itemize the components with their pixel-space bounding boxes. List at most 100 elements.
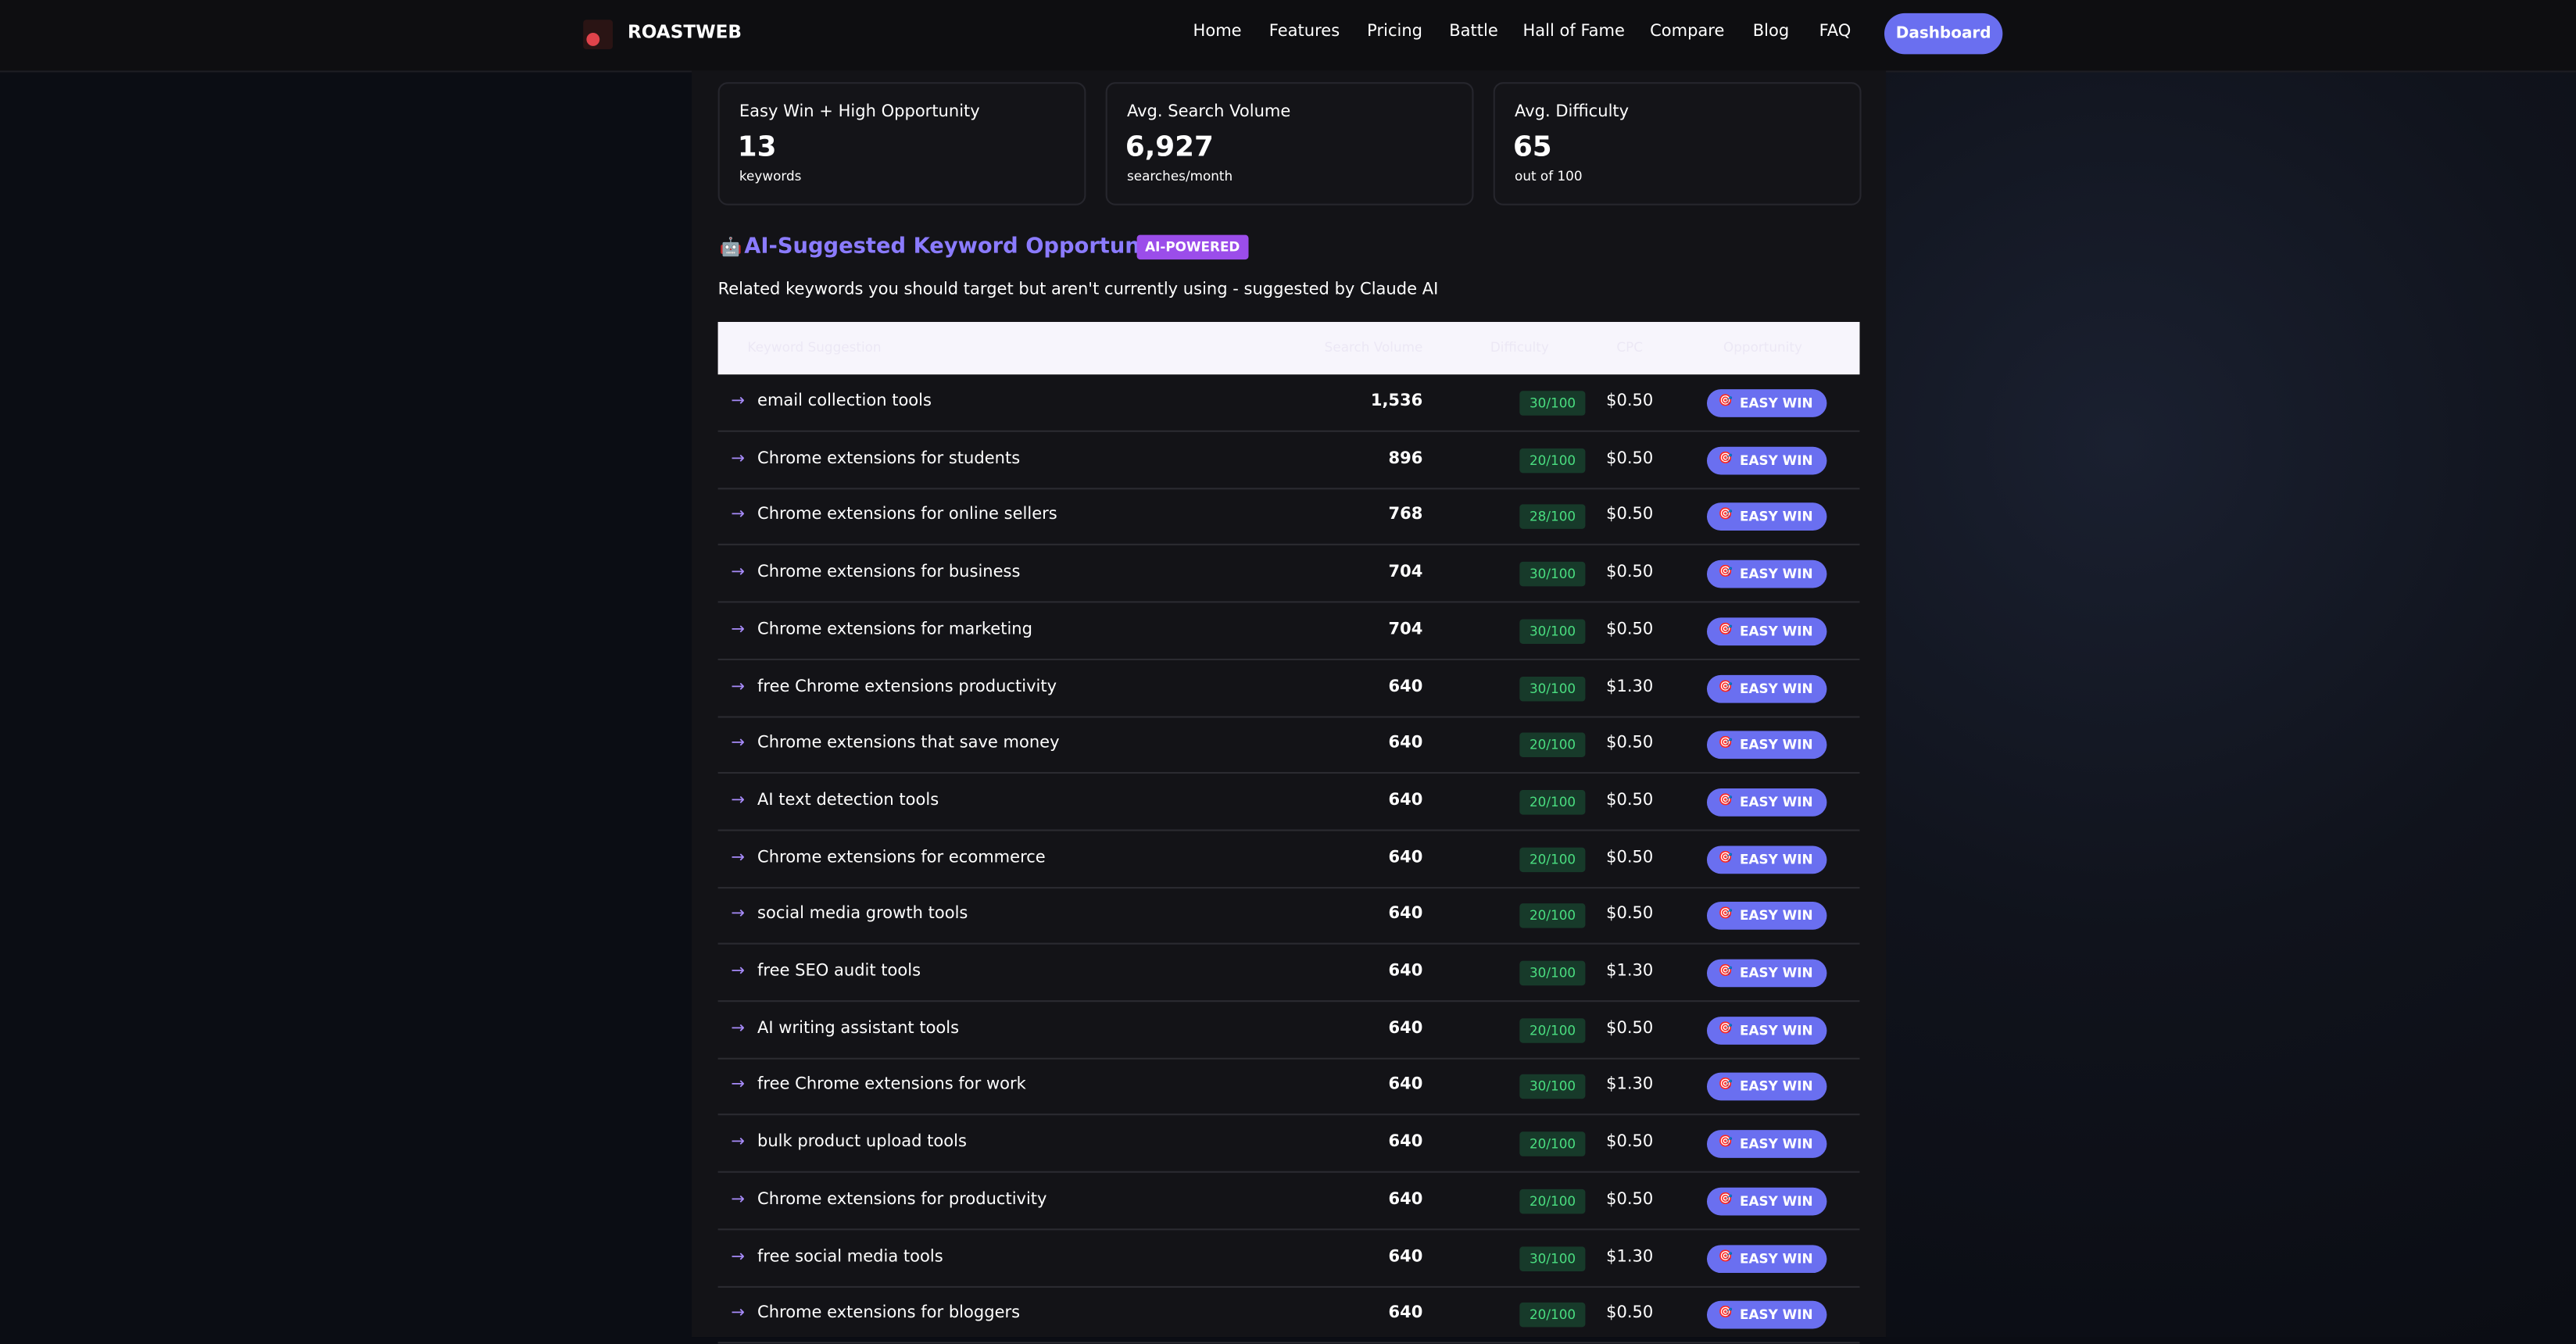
search-volume: 704 <box>1388 620 1423 639</box>
table-header <box>717 321 1860 375</box>
arrow-icon: → <box>731 1247 746 1266</box>
keyword: free social media tools <box>757 1247 943 1266</box>
column-header: Difficulty <box>1490 340 1549 356</box>
nav-link[interactable]: Blog <box>1752 23 1790 41</box>
stat-label: Avg. Search Volume <box>1126 103 1291 122</box>
cpc: $0.50 <box>1606 449 1654 468</box>
difficulty-pill: 20/100 <box>1519 846 1586 872</box>
arrow-icon: → <box>731 962 746 981</box>
nav-link[interactable]: Home <box>1193 23 1242 41</box>
difficulty-pill: 30/100 <box>1519 1246 1586 1271</box>
search-volume: 640 <box>1388 848 1423 867</box>
difficulty-pill: 30/100 <box>1519 675 1586 701</box>
table-row: → Chrome extensions for ecommerce 640 20/10… <box>717 831 1860 888</box>
search-volume: 640 <box>1388 962 1423 981</box>
table-row: → free Chrome extensions for work 640 30/10… <box>717 1059 1860 1117</box>
cpc: $1.30 <box>1606 1247 1654 1266</box>
logo[interactable] <box>580 18 616 51</box>
stat-value: 6,927 <box>1125 131 1214 165</box>
opportunity-badge: EASY WIN 🎯 <box>1706 674 1826 702</box>
keyword: Chrome extensions for students <box>757 449 1021 468</box>
stat-card: Avg. Difficulty 65 out of 100 <box>1493 82 1862 206</box>
nav-link[interactable]: FAQ <box>1819 23 1852 41</box>
search-volume: 640 <box>1388 1076 1423 1095</box>
keyword: free SEO audit tools <box>757 962 921 981</box>
brand[interactable]: ROASTWEB <box>627 21 742 43</box>
opportunity-badge: EASY WIN 🎯 <box>1706 1016 1826 1045</box>
cpc: $0.50 <box>1606 1133 1654 1152</box>
target-icon: 🎯 <box>1718 622 1733 636</box>
arrow-icon: → <box>731 734 746 753</box>
target-icon: 🎯 <box>1718 736 1733 749</box>
cpc: $0.50 <box>1606 506 1654 525</box>
search-volume: 640 <box>1388 1190 1423 1209</box>
difficulty-pill: 28/100 <box>1519 505 1586 530</box>
difficulty-pill: 20/100 <box>1519 1189 1586 1214</box>
keyword: Chrome extensions for bloggers <box>757 1304 1021 1323</box>
target-icon: 🎯 <box>1718 679 1733 692</box>
stat-card: Avg. Search Volume 6,927 searches/month <box>1105 82 1474 206</box>
arrow-icon: → <box>731 791 746 810</box>
nav-link[interactable]: Features <box>1268 23 1340 41</box>
cpc: $0.50 <box>1606 791 1654 810</box>
table-row: → Chrome extensions for bloggers 640 20/100… <box>717 1286 1860 1344</box>
navbar: ROASTWEB Dashboard Home Features Pricing Ba… <box>0 0 2576 73</box>
table-row: → AI text detection tools 640 20/100 $0.50 EA… <box>717 774 1860 831</box>
search-volume: 640 <box>1388 791 1423 810</box>
section-title: AI-Suggested Keyword Opportunities <box>744 234 1193 260</box>
target-icon: 🎯 <box>1718 963 1733 978</box>
stat-label: Easy Win + High Opportunity <box>739 103 980 122</box>
table-row: → Chrome extensions for online sellers 768… <box>717 488 1860 546</box>
target-icon: 🎯 <box>1718 508 1733 522</box>
nav-link[interactable]: Battle <box>1449 23 1498 41</box>
keyword: free Chrome extensions for work <box>757 1076 1026 1095</box>
difficulty-pill: 20/100 <box>1519 1131 1586 1157</box>
keyword: Chrome extensions that save money <box>757 734 1060 753</box>
target-icon: 🎯 <box>1718 1021 1733 1035</box>
opportunity-badge: EASY WIN 🎯 <box>1706 617 1826 645</box>
search-volume: 640 <box>1388 1133 1423 1152</box>
cpc: $0.50 <box>1606 1190 1654 1209</box>
opportunity-badge: EASY WIN 🎯 <box>1706 559 1826 588</box>
nav-link[interactable]: Pricing <box>1367 23 1423 41</box>
search-volume: 640 <box>1388 1304 1423 1323</box>
search-volume: 640 <box>1388 1019 1423 1038</box>
arrow-icon: → <box>731 1190 746 1209</box>
arrow-icon: → <box>731 563 746 582</box>
content-panel <box>691 70 1887 1338</box>
difficulty-pill: 20/100 <box>1519 448 1586 473</box>
nav-link[interactable]: Compare <box>1650 23 1725 41</box>
search-volume: 640 <box>1388 677 1423 696</box>
table-row: → Chrome extensions for students 896 20/100… <box>717 431 1860 489</box>
difficulty-pill: 20/100 <box>1519 732 1586 758</box>
table-row: → Chrome extensions for marketing 704 30/10… <box>717 602 1860 660</box>
arrow-icon: → <box>731 449 746 468</box>
opportunity-badge: EASY WIN 🎯 <box>1706 1244 1826 1272</box>
column-header: Opportunity <box>1723 340 1802 356</box>
table-row: → Chrome extensions that save money 640 20/… <box>717 717 1860 774</box>
cpc: $0.50 <box>1606 1019 1654 1038</box>
keyword: Chrome extensions for productivity <box>757 1190 1047 1209</box>
target-icon: 🎯 <box>1718 565 1733 579</box>
target-icon: 🎯 <box>1718 849 1733 863</box>
arrow-icon: → <box>731 677 746 696</box>
table-row: → Chrome extensions for productivity 640 20… <box>717 1172 1860 1230</box>
arrow-icon: → <box>731 1304 746 1323</box>
dashboard-button[interactable]: Dashboard <box>1884 13 2003 55</box>
keyword: AI writing assistant tools <box>757 1019 960 1038</box>
cpc: $0.50 <box>1606 905 1654 924</box>
table-row: → social media growth tools 640 20/100 $0.50… <box>717 888 1860 945</box>
difficulty-pill: 30/100 <box>1519 1074 1586 1100</box>
table-row: → AI writing assistant tools 640 20/100 $0.5… <box>717 1002 1860 1060</box>
column-header: CPC <box>1616 340 1643 356</box>
opportunity-badge: EASY WIN 🎯 <box>1706 1130 1826 1159</box>
opportunity-badge: EASY WIN 🎯 <box>1706 959 1826 988</box>
search-volume: 1,536 <box>1370 392 1423 411</box>
arrow-icon: → <box>731 905 746 924</box>
opportunity-badge: EASY WIN 🎯 <box>1706 389 1826 417</box>
search-volume: 640 <box>1388 905 1423 924</box>
nav-link[interactable]: Hall of Fame <box>1522 23 1625 41</box>
